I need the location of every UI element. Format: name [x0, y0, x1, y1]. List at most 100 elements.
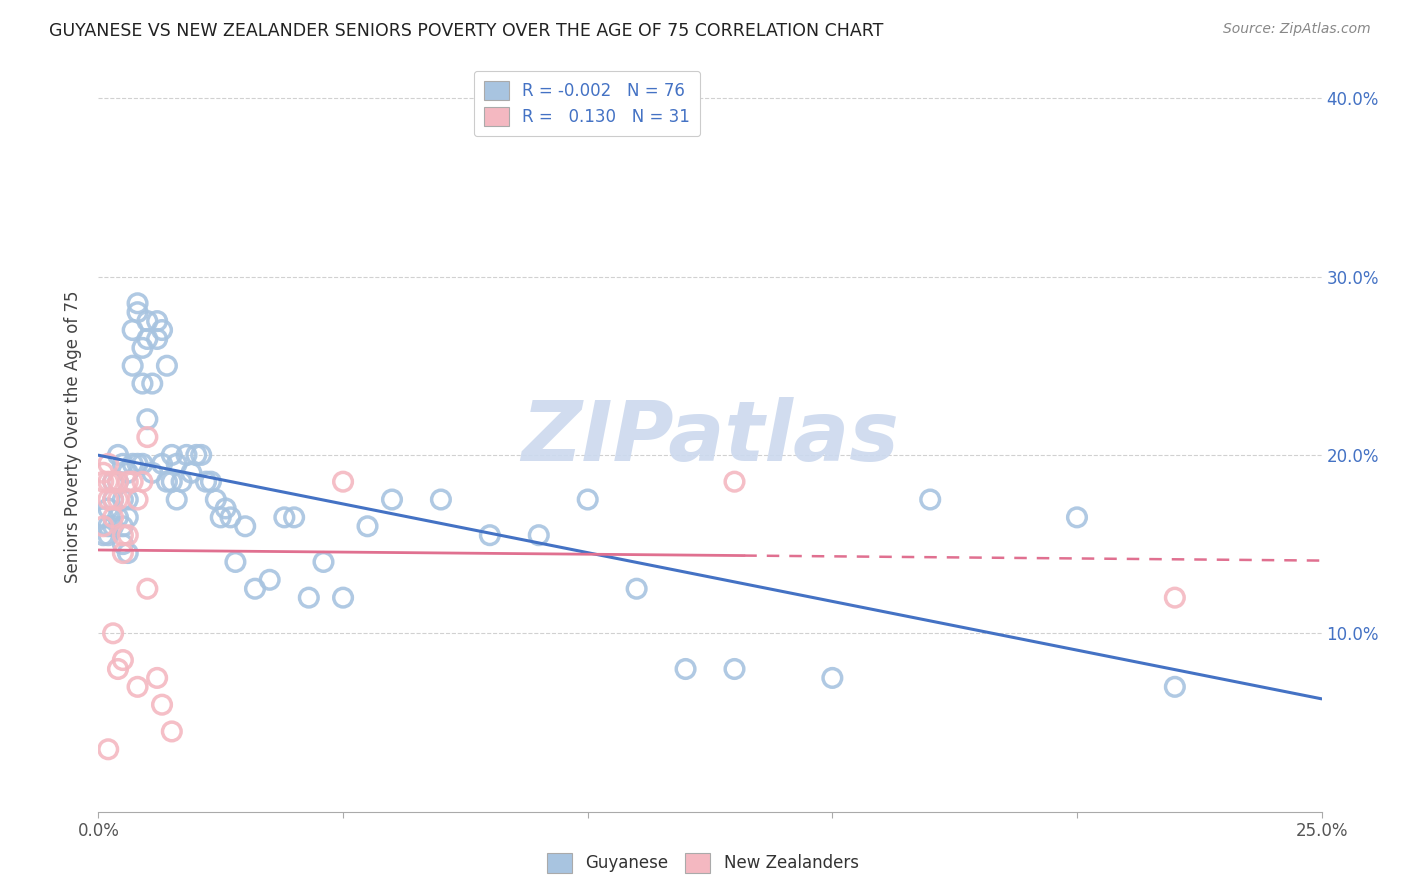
- Point: [186, 448, 208, 462]
- Point: [146, 314, 169, 328]
- Point: [214, 501, 236, 516]
- Point: [150, 323, 173, 337]
- Point: [1164, 591, 1187, 605]
- Text: ZIPatlas: ZIPatlas: [522, 397, 898, 477]
- Point: [107, 510, 129, 524]
- Point: [107, 492, 129, 507]
- Point: [101, 475, 124, 489]
- Point: [381, 492, 404, 507]
- Point: [356, 519, 378, 533]
- Point: [111, 528, 134, 542]
- Point: [156, 359, 179, 373]
- Point: [91, 510, 114, 524]
- Point: [136, 314, 159, 328]
- Point: [107, 662, 129, 676]
- Point: [141, 466, 163, 480]
- Point: [117, 528, 139, 542]
- Legend: Guyanese, New Zealanders: Guyanese, New Zealanders: [540, 847, 866, 880]
- Point: [205, 492, 228, 507]
- Point: [1066, 510, 1088, 524]
- Point: [243, 582, 266, 596]
- Text: Source: ZipAtlas.com: Source: ZipAtlas.com: [1223, 22, 1371, 37]
- Point: [176, 448, 198, 462]
- Point: [107, 475, 129, 489]
- Point: [156, 475, 179, 489]
- Point: [920, 492, 942, 507]
- Point: [117, 492, 139, 507]
- Point: [146, 332, 169, 346]
- Point: [127, 492, 149, 507]
- Point: [723, 662, 745, 676]
- Point: [101, 492, 124, 507]
- Point: [136, 332, 159, 346]
- Point: [111, 537, 134, 551]
- Point: [97, 475, 120, 489]
- Point: [117, 466, 139, 480]
- Point: [97, 457, 120, 471]
- Point: [131, 475, 153, 489]
- Point: [224, 555, 246, 569]
- Point: [101, 510, 124, 524]
- Point: [127, 680, 149, 694]
- Y-axis label: Seniors Poverty Over the Age of 75: Seniors Poverty Over the Age of 75: [65, 291, 83, 583]
- Point: [195, 475, 218, 489]
- Point: [97, 742, 120, 756]
- Point: [97, 528, 120, 542]
- Point: [150, 698, 173, 712]
- Point: [111, 519, 134, 533]
- Point: [233, 519, 256, 533]
- Point: [131, 457, 153, 471]
- Point: [91, 519, 114, 533]
- Point: [97, 492, 120, 507]
- Point: [91, 466, 114, 480]
- Point: [121, 359, 143, 373]
- Point: [527, 528, 550, 542]
- Point: [111, 457, 134, 471]
- Point: [332, 475, 354, 489]
- Point: [127, 457, 149, 471]
- Point: [478, 528, 501, 542]
- Point: [170, 475, 193, 489]
- Point: [723, 475, 745, 489]
- Point: [283, 510, 305, 524]
- Point: [160, 475, 183, 489]
- Point: [160, 724, 183, 739]
- Point: [107, 448, 129, 462]
- Point: [166, 457, 188, 471]
- Point: [259, 573, 281, 587]
- Point: [127, 305, 149, 319]
- Point: [131, 341, 153, 355]
- Point: [141, 376, 163, 391]
- Point: [190, 448, 212, 462]
- Point: [219, 510, 242, 524]
- Point: [626, 582, 648, 596]
- Point: [121, 323, 143, 337]
- Point: [111, 492, 134, 507]
- Point: [127, 296, 149, 310]
- Point: [146, 671, 169, 685]
- Point: [821, 671, 844, 685]
- Point: [97, 519, 120, 533]
- Point: [430, 492, 453, 507]
- Point: [180, 466, 202, 480]
- Point: [136, 412, 159, 426]
- Point: [200, 475, 222, 489]
- Point: [209, 510, 232, 524]
- Point: [101, 626, 124, 640]
- Point: [273, 510, 295, 524]
- Point: [91, 528, 114, 542]
- Point: [312, 555, 335, 569]
- Point: [298, 591, 321, 605]
- Point: [166, 492, 188, 507]
- Point: [150, 457, 173, 471]
- Point: [117, 546, 139, 560]
- Point: [160, 448, 183, 462]
- Point: [131, 376, 153, 391]
- Point: [117, 510, 139, 524]
- Point: [675, 662, 697, 676]
- Point: [136, 582, 159, 596]
- Point: [136, 430, 159, 444]
- Point: [121, 457, 143, 471]
- Legend: R = -0.002   N = 76, R =   0.130   N = 31: R = -0.002 N = 76, R = 0.130 N = 31: [474, 70, 700, 136]
- Point: [101, 519, 124, 533]
